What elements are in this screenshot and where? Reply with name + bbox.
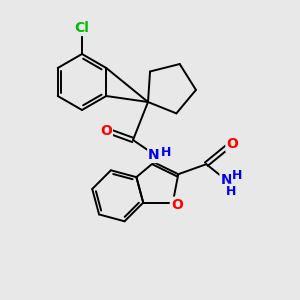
Text: N: N	[148, 148, 160, 162]
Text: H: H	[232, 169, 242, 182]
Text: O: O	[171, 198, 183, 212]
Text: H: H	[226, 185, 236, 198]
Text: O: O	[226, 137, 238, 151]
Text: N: N	[220, 173, 232, 187]
Text: H: H	[161, 146, 171, 160]
Text: O: O	[100, 124, 112, 138]
Text: Cl: Cl	[75, 21, 89, 35]
